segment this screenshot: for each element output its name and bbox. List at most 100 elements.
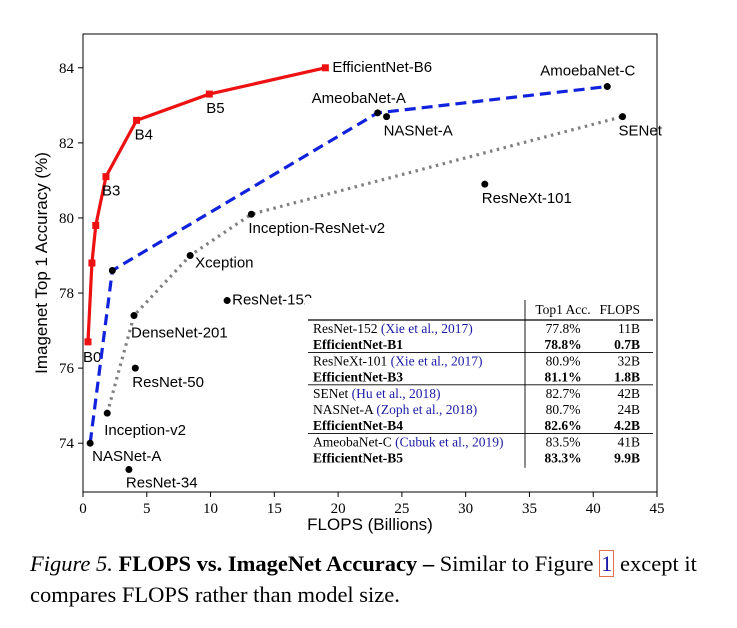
point-label: ResNet-152 [232, 292, 312, 309]
point-label: Inception-v2 [104, 422, 186, 439]
table-citation-link[interactable]: (Xie et al., 2017) [381, 321, 473, 336]
table-header-flops: FLOPS [599, 302, 640, 317]
caption-text-after: except it compares FLOPS rather than mod… [30, 551, 697, 607]
x-tick-label: 0 [79, 501, 87, 517]
table-model-name: EfficientNet-B1 [313, 337, 403, 352]
x-tick-label: 20 [331, 501, 346, 517]
x-tick-label: 10 [203, 501, 218, 517]
table-cell-flops: 41B [617, 434, 640, 449]
point-label: B0 [83, 349, 101, 366]
data-point-efficientnet [92, 221, 100, 229]
data-point-efficientnet [205, 90, 213, 98]
x-tick-label: 15 [267, 501, 282, 517]
data-point-nasnet-a [383, 113, 391, 121]
caption-text-before: Similar to Figure [439, 551, 594, 576]
table-model-name: EfficientNet-B3 [313, 370, 403, 385]
caption-figure-reference-link[interactable]: 1 [599, 550, 615, 577]
table-row-model: EfficientNet-B1 [313, 337, 403, 352]
table-model-name: EfficientNet-B5 [313, 451, 403, 466]
table-cell-accuracy: 80.7% [546, 402, 581, 417]
point-label: SENet [619, 123, 663, 140]
caption-figure-number: Figure 5. [30, 551, 113, 576]
data-point-efficientnet [133, 116, 141, 124]
table-row-model: AmeobaNet-C (Cubuk et al., 2019) [313, 434, 503, 449]
data-point-resnet-152 [223, 297, 231, 305]
y-axis-label: Imagenet Top 1 Accuracy (%) [32, 152, 51, 374]
caption-title: FLOPS vs. ImageNet Accuracy – [118, 551, 435, 576]
table-cell-flops: 0.7B [614, 337, 640, 352]
table-cell-flops: 42B [617, 386, 640, 401]
table-cell-accuracy: 83.5% [546, 434, 581, 449]
table-citation-link[interactable]: (Xie et al., 2017) [391, 353, 483, 368]
x-tick-label: 35 [522, 501, 537, 517]
table-cell-accuracy: 77.8% [546, 321, 581, 336]
data-point-inception [247, 210, 255, 218]
table-cell-accuracy: 82.7% [546, 386, 581, 401]
data-point-efficientnet [321, 64, 329, 72]
data-point-efficientnet [88, 259, 96, 267]
point-label: ResNeXt-101 [482, 190, 572, 207]
point-label: ResNet-50 [132, 374, 204, 391]
table-model-name: ResNet-152 [313, 321, 381, 336]
data-point-resnext-101 [481, 180, 489, 188]
series-line-amoebanet [88, 84, 608, 444]
x-tick-label: 25 [394, 501, 409, 517]
table-cell-accuracy: 82.6% [544, 418, 581, 433]
table-row-model: ResNeXt-101 (Xie et al., 2017) [313, 353, 482, 368]
x-tick-label: 5 [143, 501, 151, 517]
point-label: ResNet-34 [126, 474, 198, 491]
y-tick-label: 76 [59, 361, 75, 377]
data-point-efficientnet [102, 173, 110, 181]
table-cell-flops: 9.9B [614, 451, 640, 466]
data-point-inception [103, 409, 111, 417]
table-cell-accuracy: 81.1% [544, 370, 581, 385]
y-tick-label: 78 [59, 286, 74, 302]
point-label: B4 [135, 126, 153, 143]
table-model-name: AmeobaNet-C [313, 434, 395, 449]
data-point-amoebanet [108, 267, 116, 275]
x-tick-label: 45 [650, 501, 665, 517]
data-point-inception [130, 312, 138, 320]
table-cell-accuracy: 80.9% [546, 353, 581, 368]
table-model-name: SENet [313, 386, 352, 401]
table-row-model: EfficientNet-B5 [313, 451, 403, 466]
table-cell-flops: 32B [617, 353, 640, 368]
point-label: AmoebaNet-C [540, 63, 635, 80]
point-label: AmeobaNet-A [312, 90, 406, 107]
point-label: EfficientNet-B6 [332, 59, 432, 76]
data-point-inception [619, 113, 627, 121]
point-label: B3 [102, 183, 120, 200]
y-tick-label: 84 [59, 61, 75, 77]
data-point-resnet-50 [131, 364, 139, 372]
table-model-name: EfficientNet-B4 [313, 418, 403, 433]
table-row-model: NASNet-A (Zoph et al., 2018) [313, 402, 477, 417]
table-cell-flops: 11B [618, 321, 640, 336]
table-citation-link[interactable]: (Hu et al., 2018) [352, 386, 441, 401]
figure-caption: Figure 5. FLOPS vs. ImageNet Accuracy – … [30, 548, 720, 610]
point-label: NASNet-A [92, 448, 161, 465]
data-point-amoebanet [86, 439, 94, 447]
data-point-efficientnet [84, 338, 92, 346]
data-point-amoebanet [603, 83, 611, 91]
table-row-model: SENet (Hu et al., 2018) [313, 386, 440, 401]
x-tick-label: 30 [458, 501, 473, 517]
y-tick-label: 80 [59, 211, 74, 227]
data-point-inception [186, 251, 194, 259]
table-row-model: EfficientNet-B3 [313, 370, 403, 385]
table-cell-flops: 24B [617, 402, 640, 417]
point-label: Xception [195, 254, 253, 271]
table-model-name: NASNet-A [313, 402, 376, 417]
plot-frame [82, 33, 658, 493]
table-citation-link[interactable]: (Zoph et al., 2018) [376, 402, 477, 417]
table-cell-flops: 1.8B [614, 370, 640, 385]
table-cell-accuracy: 83.3% [544, 451, 581, 466]
point-label: B5 [206, 100, 224, 117]
table-citation-link[interactable]: (Cubuk et al., 2019) [395, 434, 503, 449]
flops-accuracy-chart: 0 5 10 15 20 25 30 35 40 45 74 76 78 80 82 84 FLOPS (Bil… [32, 33, 665, 534]
x-tick-label: 40 [586, 501, 601, 517]
y-tick-label: 74 [59, 436, 75, 452]
table-model-name: ResNeXt-101 [313, 353, 391, 368]
table-cell-flops: 4.2B [614, 418, 640, 433]
table-background [305, 298, 655, 473]
y-tick-label: 82 [59, 136, 74, 152]
